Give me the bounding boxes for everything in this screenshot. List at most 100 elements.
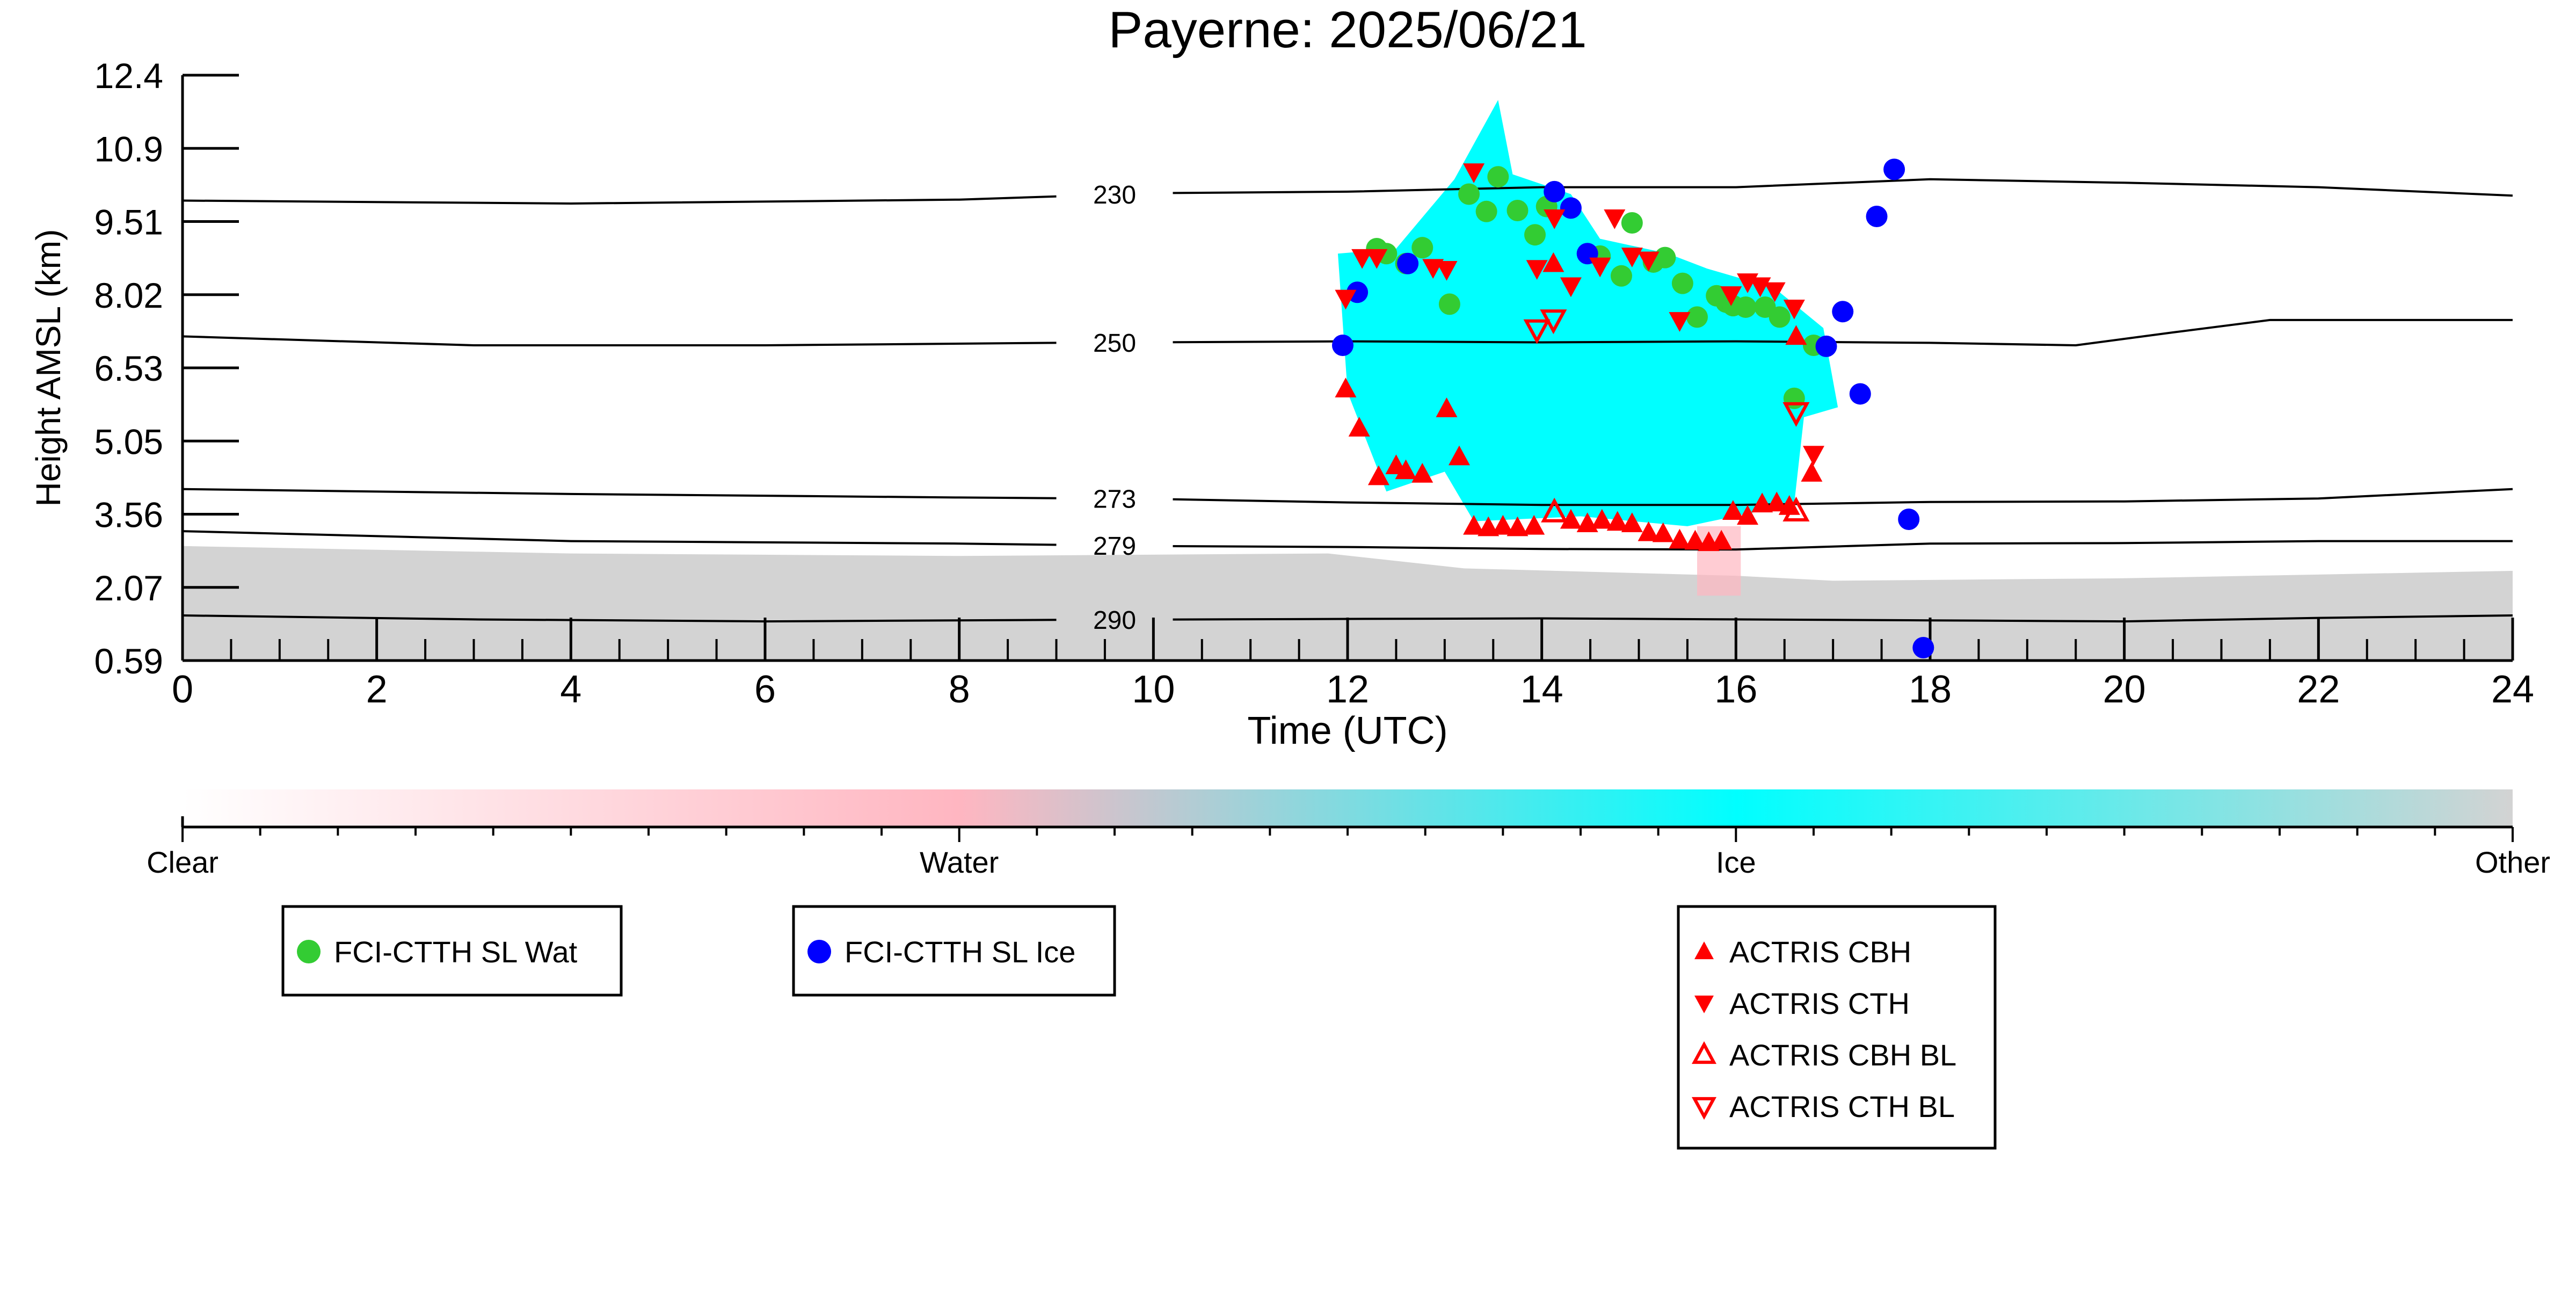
x-tick-label: 0 — [172, 668, 193, 711]
x-tick-label: 2 — [366, 668, 388, 711]
legend-frame — [1677, 905, 1997, 1150]
point-actris-cth — [1764, 282, 1786, 302]
point-fci-ctth-sl-wat — [1610, 265, 1632, 287]
y-axis-label: Height AMSL (km) — [29, 229, 68, 507]
legend-box: ACTRIS CBH ACTRIS CTH ACTRIS CBH BL ACTRIS … — [1677, 905, 1997, 1150]
legend-label: ACTRIS CTH — [1729, 987, 1910, 1020]
point-actris-cbh — [1335, 378, 1357, 397]
point-fci-ctth-sl-ice — [1397, 252, 1419, 274]
colorbar-tick-label: Ice — [1716, 845, 1756, 879]
point-actris-cbh — [1652, 522, 1674, 542]
isotherm-label: 250 — [1093, 329, 1136, 358]
point-actris-cth — [1783, 300, 1805, 320]
y-tick-label: 5.05 — [94, 422, 163, 461]
point-actris-cth — [1560, 277, 1582, 298]
x-tick-label: 8 — [949, 668, 970, 711]
legend-marker — [297, 940, 321, 963]
legend-frame — [792, 905, 1116, 997]
point-actris-cbh — [1492, 514, 1514, 535]
point-actris-cbh — [1737, 505, 1759, 525]
isotherm-line — [183, 335, 1057, 346]
point-actris-cbh — [1348, 417, 1370, 437]
field-ice-region — [1337, 100, 1838, 526]
legend-label: ACTRIS CTH BL — [1729, 1090, 1955, 1123]
point-fci-ctth-sl-ice — [1883, 158, 1905, 180]
y-tick-label: 10.9 — [94, 129, 163, 169]
point-actris-cth — [1351, 249, 1373, 269]
y-tick-label: 2.07 — [94, 568, 163, 608]
isotherm-label: 279 — [1093, 532, 1136, 561]
legend-label: ACTRIS CBH BL — [1729, 1038, 1956, 1072]
legend-marker — [1694, 941, 1714, 960]
point-actris-cth — [1720, 286, 1742, 306]
chart-title: Payerne: 2025/06/21 — [1108, 1, 1587, 59]
isotherm-line — [183, 530, 1057, 546]
point-actris-cbh — [1478, 516, 1500, 536]
point-actris-cbh — [1463, 514, 1485, 535]
point-actris-cbh — [1436, 397, 1458, 417]
point-actris-cth — [1638, 251, 1660, 272]
point-actris-cth — [1604, 209, 1626, 229]
legend-box: FCI-CTTH SL Ice — [792, 905, 1116, 997]
point-actris-cbh — [1523, 514, 1545, 535]
point-actris-cbh — [1507, 516, 1529, 536]
point-actris-cbh-bl — [1782, 496, 1810, 521]
point-actris-cth — [1544, 209, 1566, 229]
point-actris-cth — [1749, 277, 1771, 298]
point-fci-ctth-sl-ice — [1815, 335, 1837, 357]
point-actris-cth — [1589, 257, 1611, 278]
x-tick-label: 6 — [754, 668, 776, 711]
point-fci-ctth-sl-wat — [1438, 293, 1460, 315]
isotherm-line — [183, 488, 1057, 499]
point-fci-ctth-sl-wat — [1769, 306, 1791, 328]
point-actris-cbh — [1684, 530, 1706, 550]
point-actris-cbh-bl — [1541, 497, 1568, 523]
point-actris-cbh — [1638, 521, 1660, 541]
point-actris-cth — [1335, 289, 1357, 310]
point-fci-ctth-sl-ice — [1544, 180, 1566, 202]
point-actris-cbh — [1560, 509, 1582, 529]
point-actris-cbh — [1785, 325, 1807, 345]
legend-marker — [1691, 1041, 1717, 1064]
point-fci-ctth-sl-wat — [1458, 183, 1480, 205]
isotherm-line — [1173, 540, 2513, 551]
isotherm-line — [1173, 488, 2513, 506]
x-tick-label: 10 — [1132, 668, 1175, 711]
y-tick-label: 8.02 — [94, 275, 163, 315]
y-tick-label: 6.53 — [94, 349, 163, 388]
x-tick-label: 18 — [1909, 668, 1952, 711]
point-fci-ctth-sl-wat — [1686, 306, 1708, 328]
point-fci-ctth-sl-ice — [1866, 206, 1888, 228]
point-fci-ctth-sl-ice — [1560, 197, 1582, 219]
isotherm-line — [183, 195, 1057, 205]
point-actris-cth-bl — [1540, 309, 1567, 335]
point-actris-cbh — [1542, 252, 1564, 272]
point-actris-cth-bl — [1782, 402, 1810, 427]
isotherm-line — [1173, 318, 2513, 347]
point-fci-ctth-sl-wat — [1411, 237, 1433, 259]
point-fci-ctth-sl-wat — [1475, 200, 1497, 222]
isotherm-line — [1173, 178, 2513, 197]
point-actris-cbh — [1606, 511, 1628, 531]
point-actris-cbh — [1669, 528, 1691, 549]
point-actris-cbh — [1778, 495, 1800, 515]
point-actris-cth — [1366, 249, 1388, 269]
colorbar — [183, 789, 2513, 827]
point-actris-cbh — [1395, 459, 1417, 480]
x-tick-label: 16 — [1714, 668, 1757, 711]
x-tick-label: 4 — [560, 668, 581, 711]
isotherm-label: 290 — [1093, 606, 1136, 635]
point-fci-ctth-sl-ice — [1898, 508, 1920, 530]
point-actris-cbh — [1751, 492, 1773, 513]
legend-marker — [1691, 1097, 1717, 1120]
x-tick-label: 22 — [2297, 668, 2340, 711]
colorbar-tick-label: Clear — [147, 845, 219, 879]
point-actris-cbh — [1722, 500, 1744, 520]
x-tick-label: 24 — [2491, 668, 2534, 711]
point-fci-ctth-sl-ice — [1832, 301, 1854, 323]
x-tick-label: 12 — [1326, 668, 1369, 711]
legend-marker — [1694, 995, 1714, 1013]
legend-label: ACTRIS CBH — [1729, 935, 1911, 969]
point-fci-ctth-sl-wat — [1524, 224, 1546, 246]
